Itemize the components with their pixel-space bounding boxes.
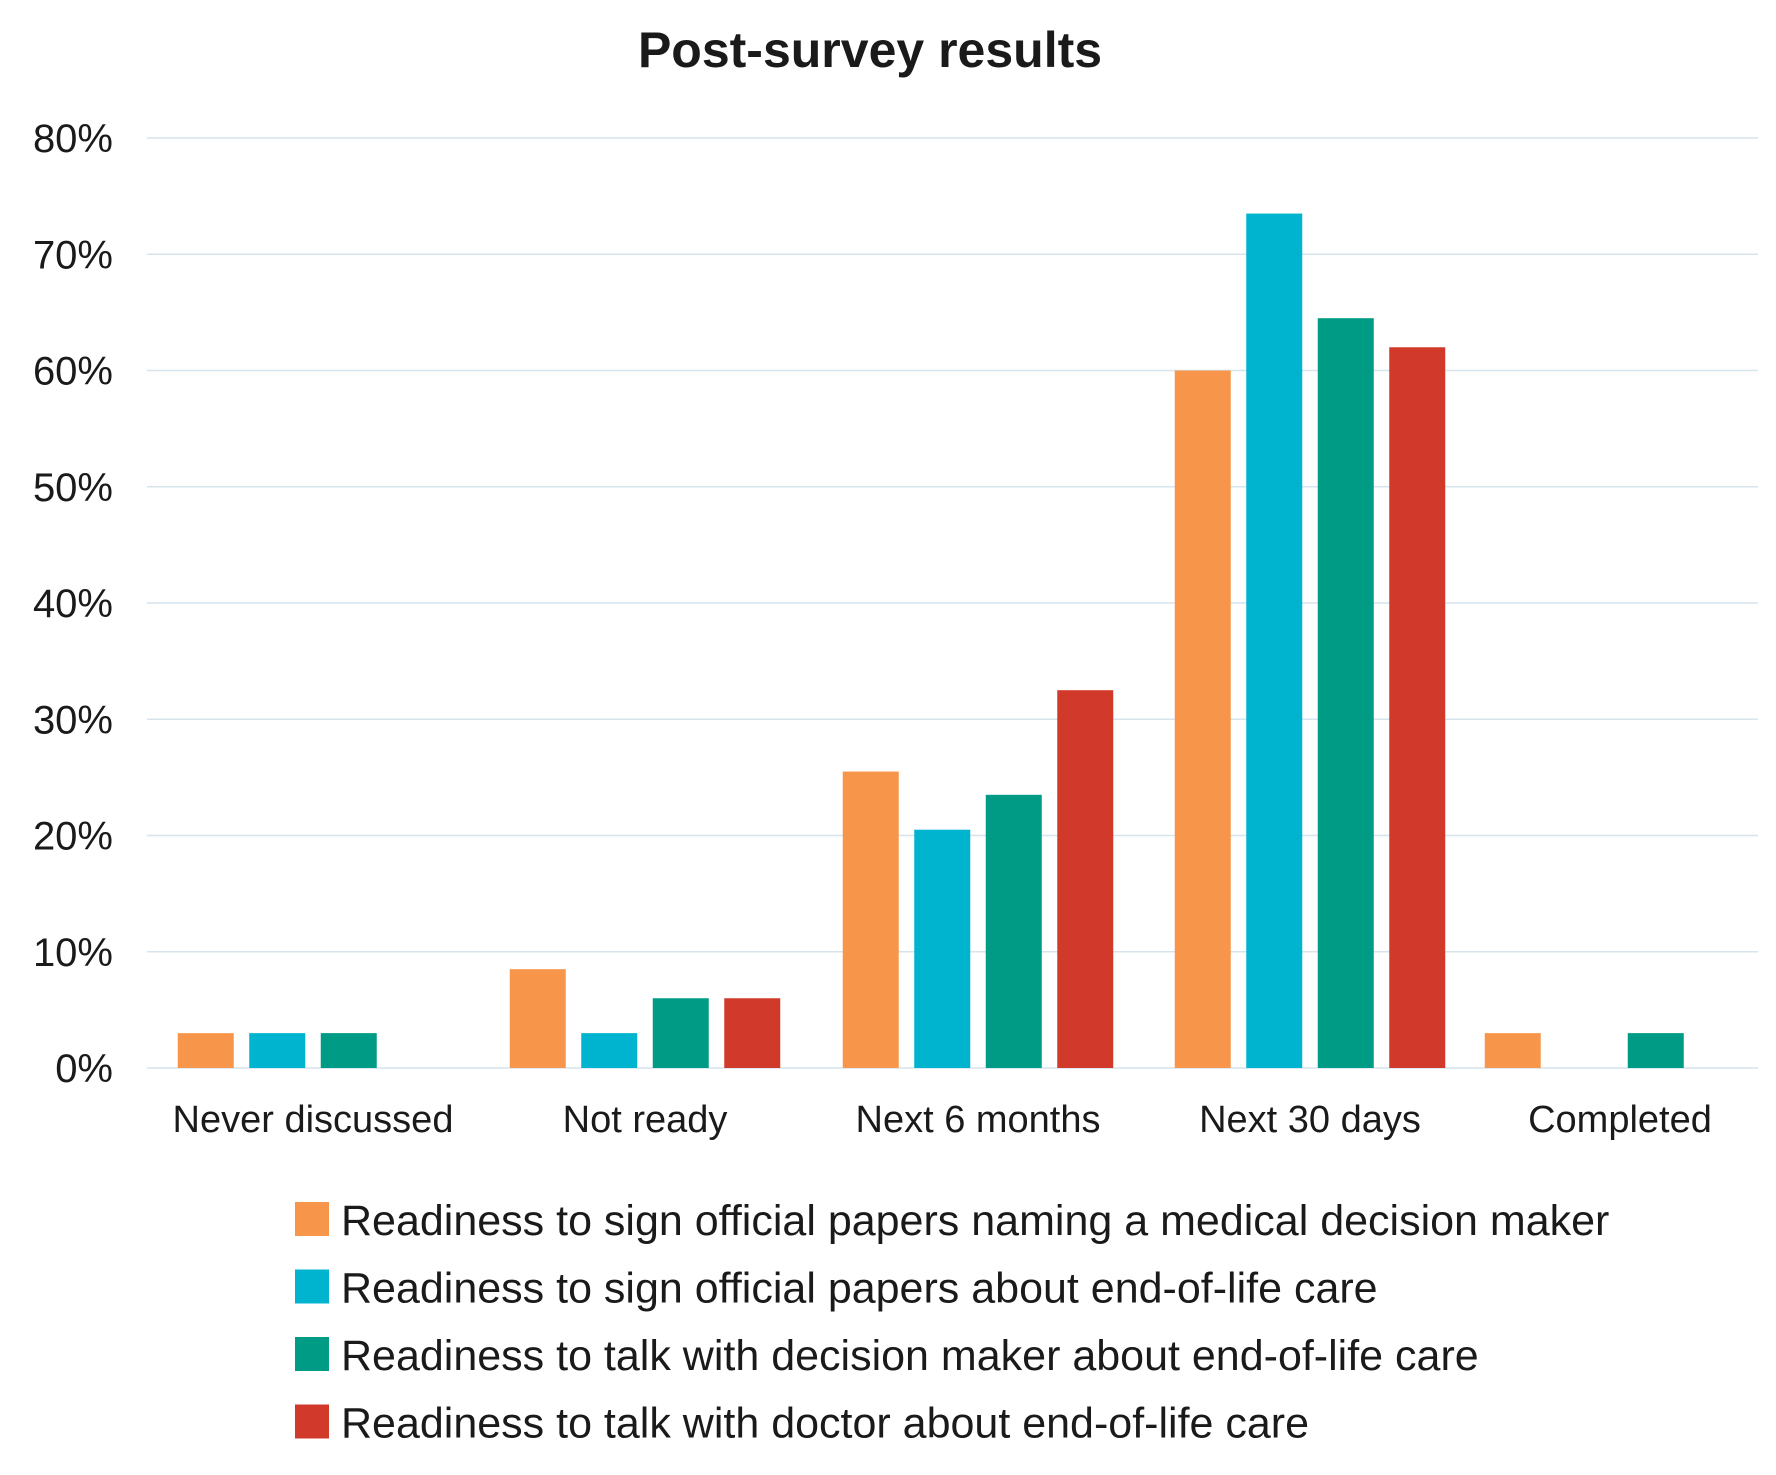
bar: [1057, 690, 1114, 1068]
legend: Readiness to sign official papers naming…: [295, 1197, 1609, 1448]
legend-label: Readiness to talk with decision maker ab…: [341, 1332, 1479, 1380]
legend-label: Readiness to sign official papers about …: [341, 1265, 1378, 1313]
bar: [1627, 1033, 1684, 1068]
x-tick-label: Never discussed: [173, 1099, 454, 1141]
x-tick-label: Completed: [1528, 1099, 1712, 1141]
y-tick-label: 60%: [33, 350, 113, 394]
y-tick-label: 0%: [55, 1047, 113, 1091]
bars: [177, 213, 1684, 1068]
y-tick-label: 30%: [33, 698, 113, 742]
bar: [581, 1033, 638, 1068]
bar: [842, 771, 899, 1068]
bar: [249, 1033, 306, 1068]
bar: [320, 1033, 377, 1068]
x-tick-label: Not ready: [563, 1099, 728, 1141]
bar: [1484, 1033, 1541, 1068]
legend-label: Readiness to talk with doctor about end-…: [341, 1400, 1309, 1448]
x-tick-label: Next 30 days: [1199, 1099, 1421, 1141]
legend-label: Readiness to sign official papers naming…: [341, 1197, 1609, 1245]
gridlines: [147, 137, 1758, 1069]
y-tick-label: 10%: [33, 931, 113, 975]
y-tick-label: 70%: [33, 233, 113, 277]
bar: [1246, 213, 1303, 1068]
x-axis-ticks: Never discussed Not ready Next 6 months Nex…: [173, 1099, 1712, 1141]
y-tick-label: 50%: [33, 466, 113, 510]
bar: [1389, 347, 1446, 1068]
y-tick-label: 20%: [33, 815, 113, 859]
bar: [985, 794, 1042, 1068]
bar: [1174, 370, 1231, 1068]
bar: [652, 998, 709, 1068]
y-axis-ticks: 0% 10% 20% 30% 40% 50% 60% 70% 80%: [33, 117, 113, 1091]
bar: [509, 969, 566, 1068]
legend-swatch: [295, 1269, 329, 1304]
legend-swatch: [295, 1337, 329, 1371]
bar: [1317, 318, 1374, 1068]
bar: [177, 1033, 234, 1068]
y-tick-label: 80%: [33, 117, 113, 161]
bar: [914, 829, 971, 1068]
chart-title: Post-survey results: [638, 22, 1102, 78]
x-tick-label: Next 6 months: [856, 1099, 1101, 1141]
legend-swatch: [295, 1202, 329, 1236]
y-tick-label: 40%: [33, 582, 113, 626]
legend-swatch: [295, 1404, 329, 1439]
bar: [724, 998, 781, 1068]
